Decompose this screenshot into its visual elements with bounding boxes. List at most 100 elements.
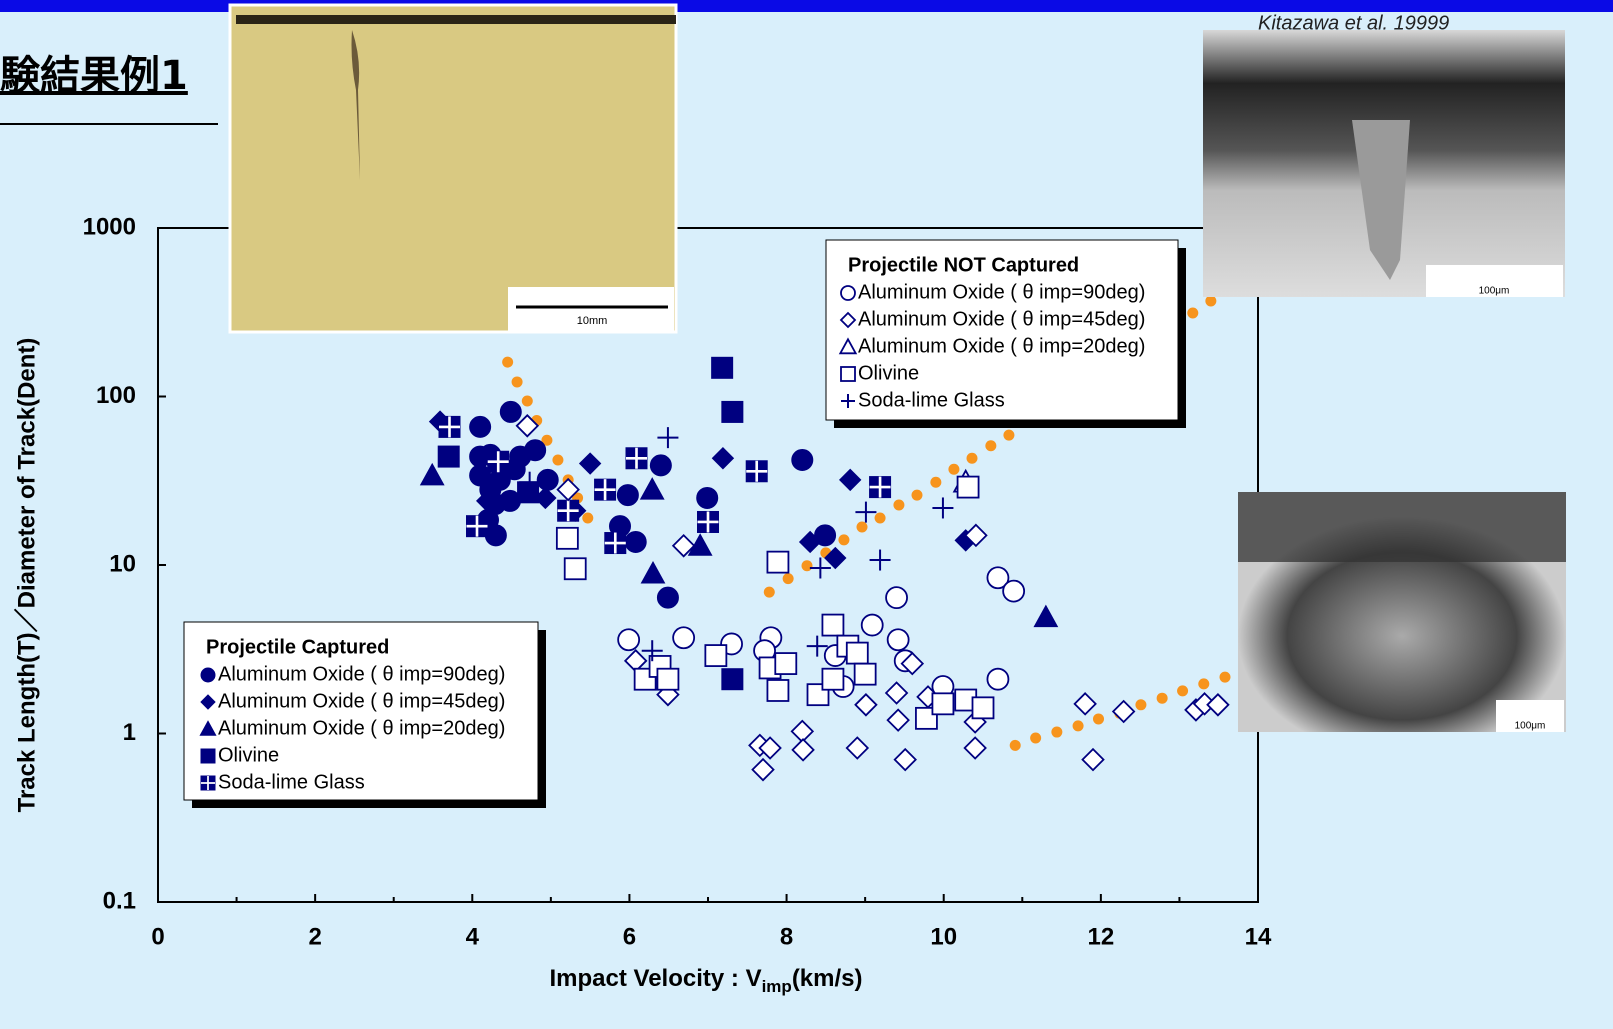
marker bbox=[840, 469, 861, 490]
marker bbox=[580, 453, 601, 474]
x-tick-label: 14 bbox=[1245, 923, 1272, 950]
trend-dot bbox=[1010, 740, 1021, 751]
legend-marker bbox=[201, 668, 215, 682]
marker bbox=[792, 449, 813, 470]
marker-shape bbox=[650, 455, 671, 476]
trend-dot bbox=[1073, 720, 1084, 731]
marker-shape bbox=[886, 682, 907, 703]
marker-shape bbox=[641, 478, 664, 499]
marker-shape bbox=[862, 615, 883, 636]
marker-shape bbox=[485, 525, 506, 546]
marker bbox=[657, 669, 678, 690]
x-tick-label: 6 bbox=[623, 923, 636, 950]
legend-label: Aluminum Oxide ( θ imp=90deg) bbox=[858, 281, 1145, 303]
marker bbox=[958, 477, 979, 498]
marker bbox=[558, 500, 579, 521]
marker-shape bbox=[657, 669, 678, 690]
marker bbox=[822, 615, 843, 636]
trend-dot bbox=[764, 587, 775, 598]
marker-shape bbox=[822, 615, 843, 636]
marker-shape bbox=[767, 552, 788, 573]
trend-dot bbox=[552, 454, 563, 465]
marker bbox=[605, 533, 626, 554]
trend-dot bbox=[857, 522, 868, 533]
marker-shape bbox=[958, 477, 979, 498]
trend-dot bbox=[512, 376, 523, 387]
marker-shape bbox=[775, 653, 796, 674]
legend-label: Olivine bbox=[218, 744, 279, 766]
scale-label: 10mm bbox=[577, 315, 608, 327]
marker bbox=[641, 562, 664, 583]
legend-label: Soda-lime Glass bbox=[218, 771, 365, 793]
trend-dot bbox=[1220, 672, 1231, 683]
marker-shape bbox=[840, 469, 861, 490]
trend-dot bbox=[1093, 713, 1104, 724]
marker bbox=[1113, 701, 1134, 722]
marker-shape bbox=[525, 440, 546, 461]
marker bbox=[1003, 581, 1024, 602]
x-axis-title-main: Impact Velocity : V bbox=[550, 965, 762, 992]
marker-shape bbox=[438, 446, 459, 467]
trend-dot bbox=[985, 440, 996, 451]
trend-dot bbox=[522, 396, 533, 407]
marker bbox=[753, 759, 774, 780]
y-tick-label: 1000 bbox=[83, 213, 136, 240]
marker bbox=[439, 416, 460, 437]
marker-shape bbox=[618, 629, 639, 650]
photo-detail bbox=[1238, 492, 1566, 562]
marker bbox=[793, 739, 814, 760]
marker bbox=[932, 497, 953, 518]
trend-dot bbox=[1205, 295, 1216, 306]
marker-shape bbox=[888, 710, 909, 731]
legend-marker bbox=[201, 776, 215, 790]
x-axis-title-sub: imp bbox=[762, 977, 792, 996]
photo-detail bbox=[236, 15, 676, 24]
marker-shape bbox=[847, 738, 868, 759]
marker-shape bbox=[792, 449, 813, 470]
marker bbox=[870, 477, 891, 498]
marker-shape bbox=[557, 528, 578, 549]
marker-shape bbox=[705, 645, 726, 666]
marker bbox=[697, 487, 718, 508]
marker-shape bbox=[1075, 693, 1096, 714]
marker bbox=[855, 502, 876, 523]
marker bbox=[1075, 693, 1096, 714]
marker bbox=[657, 427, 678, 448]
marker bbox=[618, 629, 639, 650]
x-tick-label: 2 bbox=[308, 923, 321, 950]
marker-shape bbox=[625, 531, 646, 552]
marker bbox=[698, 511, 719, 532]
marker bbox=[500, 401, 521, 422]
marker bbox=[595, 479, 616, 500]
marker bbox=[1034, 606, 1057, 627]
trend-dot bbox=[875, 513, 886, 524]
x-axis-title: Impact Velocity : Vimp(km/s) bbox=[550, 965, 863, 996]
marker-shape bbox=[697, 487, 718, 508]
legend-marker bbox=[841, 367, 855, 381]
legend-label: Olivine bbox=[858, 362, 919, 384]
x-tick-label: 0 bbox=[151, 923, 164, 950]
marker bbox=[973, 697, 994, 718]
legend-marker bbox=[201, 749, 215, 763]
marker bbox=[870, 550, 891, 571]
marker-shape bbox=[767, 680, 788, 701]
marker-shape bbox=[1207, 694, 1228, 715]
marker bbox=[775, 653, 796, 674]
marker bbox=[518, 482, 539, 503]
marker bbox=[525, 440, 546, 461]
marker bbox=[895, 749, 916, 770]
marker-shape bbox=[886, 587, 907, 608]
marker bbox=[932, 693, 953, 714]
x-tick-label: 4 bbox=[466, 923, 480, 950]
legend-label: Aluminum Oxide ( θ imp=90deg) bbox=[218, 663, 505, 685]
trend-dot bbox=[783, 573, 794, 584]
trend-dot bbox=[838, 534, 849, 545]
marker bbox=[862, 615, 883, 636]
scale-label: 100μm bbox=[1515, 721, 1546, 732]
trend-dot bbox=[1135, 699, 1146, 710]
legend-label: Soda-lime Glass bbox=[858, 389, 1005, 411]
marker bbox=[1083, 749, 1104, 770]
marker bbox=[722, 401, 743, 422]
page: {"header": {"title": "験結果例1", "citation"… bbox=[0, 0, 1613, 1029]
marker bbox=[485, 525, 506, 546]
